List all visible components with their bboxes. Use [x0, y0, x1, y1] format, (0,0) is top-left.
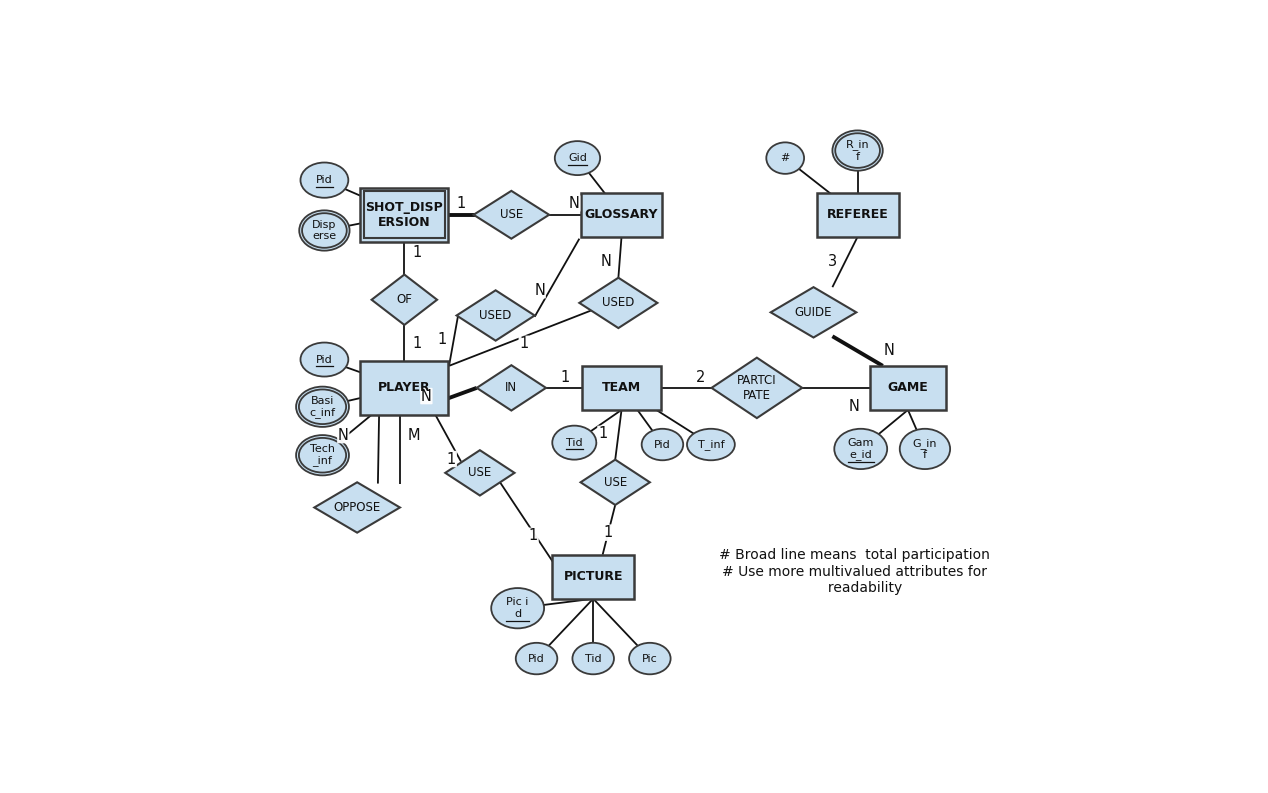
Polygon shape	[579, 278, 657, 328]
FancyBboxPatch shape	[581, 193, 662, 237]
Text: N: N	[421, 389, 432, 404]
Text: OPPOSE: OPPOSE	[333, 501, 380, 514]
Polygon shape	[314, 482, 399, 533]
Ellipse shape	[572, 643, 614, 674]
Text: PARTCI
PATE: PARTCI PATE	[737, 374, 777, 402]
Ellipse shape	[766, 143, 804, 174]
Text: 1: 1	[437, 332, 446, 347]
Text: PLAYER: PLAYER	[378, 381, 431, 394]
Text: Pid: Pid	[529, 653, 545, 664]
Text: # Broad line means  total participation
# Use more multivalued attributes for
  : # Broad line means total participation #…	[719, 549, 990, 595]
FancyBboxPatch shape	[817, 193, 899, 237]
Text: 1: 1	[456, 196, 465, 211]
Text: IN: IN	[506, 381, 517, 394]
Text: 1: 1	[598, 427, 607, 442]
Polygon shape	[473, 191, 549, 239]
Text: 3: 3	[828, 255, 837, 270]
Text: T_inf: T_inf	[697, 439, 724, 450]
Text: GAME: GAME	[888, 381, 928, 394]
Text: M: M	[407, 427, 420, 442]
Text: Pid: Pid	[316, 354, 332, 365]
Text: Pic i
d: Pic i d	[506, 597, 529, 619]
Ellipse shape	[555, 141, 600, 175]
Polygon shape	[477, 366, 547, 411]
Text: GUIDE: GUIDE	[795, 306, 832, 319]
Text: Tid: Tid	[566, 438, 582, 447]
Text: USE: USE	[500, 209, 522, 221]
Text: Tid: Tid	[585, 653, 601, 664]
Text: G_in
f: G_in f	[913, 438, 937, 460]
Text: N: N	[569, 196, 579, 211]
Ellipse shape	[553, 426, 596, 460]
Text: PICTURE: PICTURE	[563, 570, 623, 583]
Text: Pid: Pid	[316, 175, 332, 185]
Ellipse shape	[516, 643, 558, 674]
Text: Disp
erse: Disp erse	[312, 220, 336, 241]
Text: 1: 1	[520, 336, 529, 351]
FancyBboxPatch shape	[582, 366, 661, 410]
Ellipse shape	[832, 130, 883, 170]
Ellipse shape	[900, 429, 950, 469]
Text: Pid: Pid	[654, 439, 671, 450]
Text: N: N	[884, 343, 894, 358]
Polygon shape	[445, 450, 515, 496]
Text: USED: USED	[602, 297, 634, 309]
Ellipse shape	[301, 163, 349, 197]
Ellipse shape	[642, 429, 683, 460]
Text: SHOT_DISP
ERSION: SHOT_DISP ERSION	[365, 201, 444, 228]
Text: 2: 2	[696, 370, 705, 385]
Ellipse shape	[629, 643, 671, 674]
Text: GLOSSARY: GLOSSARY	[585, 209, 658, 221]
FancyBboxPatch shape	[870, 366, 946, 410]
Text: REFEREE: REFEREE	[827, 209, 889, 221]
Ellipse shape	[834, 429, 888, 469]
Ellipse shape	[687, 429, 735, 460]
Text: N: N	[337, 427, 349, 442]
Text: OF: OF	[397, 293, 412, 306]
Text: USED: USED	[479, 309, 512, 322]
Text: N: N	[600, 255, 611, 270]
Ellipse shape	[295, 387, 349, 427]
Polygon shape	[771, 287, 856, 338]
Ellipse shape	[491, 588, 544, 628]
Text: #: #	[781, 153, 790, 163]
Text: 1: 1	[604, 525, 612, 540]
FancyBboxPatch shape	[553, 554, 634, 599]
Text: 1: 1	[529, 528, 538, 543]
Text: 1: 1	[412, 336, 421, 351]
Text: 1: 1	[446, 451, 456, 466]
Text: Gam
e_id: Gam e_id	[847, 438, 874, 460]
Ellipse shape	[301, 343, 349, 377]
Ellipse shape	[295, 435, 349, 475]
Polygon shape	[372, 274, 437, 325]
Polygon shape	[456, 290, 535, 341]
FancyBboxPatch shape	[360, 188, 449, 242]
Polygon shape	[711, 358, 803, 418]
Text: Pic: Pic	[642, 653, 658, 664]
Text: TEAM: TEAM	[602, 381, 642, 394]
Text: Basi
c_inf: Basi c_inf	[309, 396, 336, 418]
Text: USE: USE	[468, 466, 492, 479]
FancyBboxPatch shape	[360, 361, 449, 415]
Text: 1: 1	[412, 245, 421, 260]
Polygon shape	[581, 460, 649, 505]
Text: Tech
_inf: Tech _inf	[309, 444, 335, 466]
Text: USE: USE	[604, 476, 626, 488]
Text: N: N	[850, 399, 860, 414]
Text: Gid: Gid	[568, 153, 587, 163]
Ellipse shape	[299, 210, 350, 251]
Text: N: N	[534, 283, 545, 298]
Text: 1: 1	[560, 370, 569, 385]
Text: R_in
f: R_in f	[846, 140, 870, 162]
